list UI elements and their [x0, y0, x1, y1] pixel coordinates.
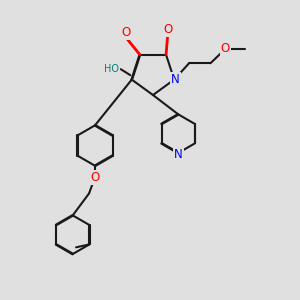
Text: N: N: [171, 73, 180, 86]
Text: N: N: [174, 148, 183, 161]
Text: O: O: [90, 171, 100, 184]
Text: O: O: [121, 26, 130, 39]
Text: O: O: [221, 42, 230, 55]
Text: HO: HO: [104, 64, 119, 74]
Text: O: O: [163, 23, 172, 36]
